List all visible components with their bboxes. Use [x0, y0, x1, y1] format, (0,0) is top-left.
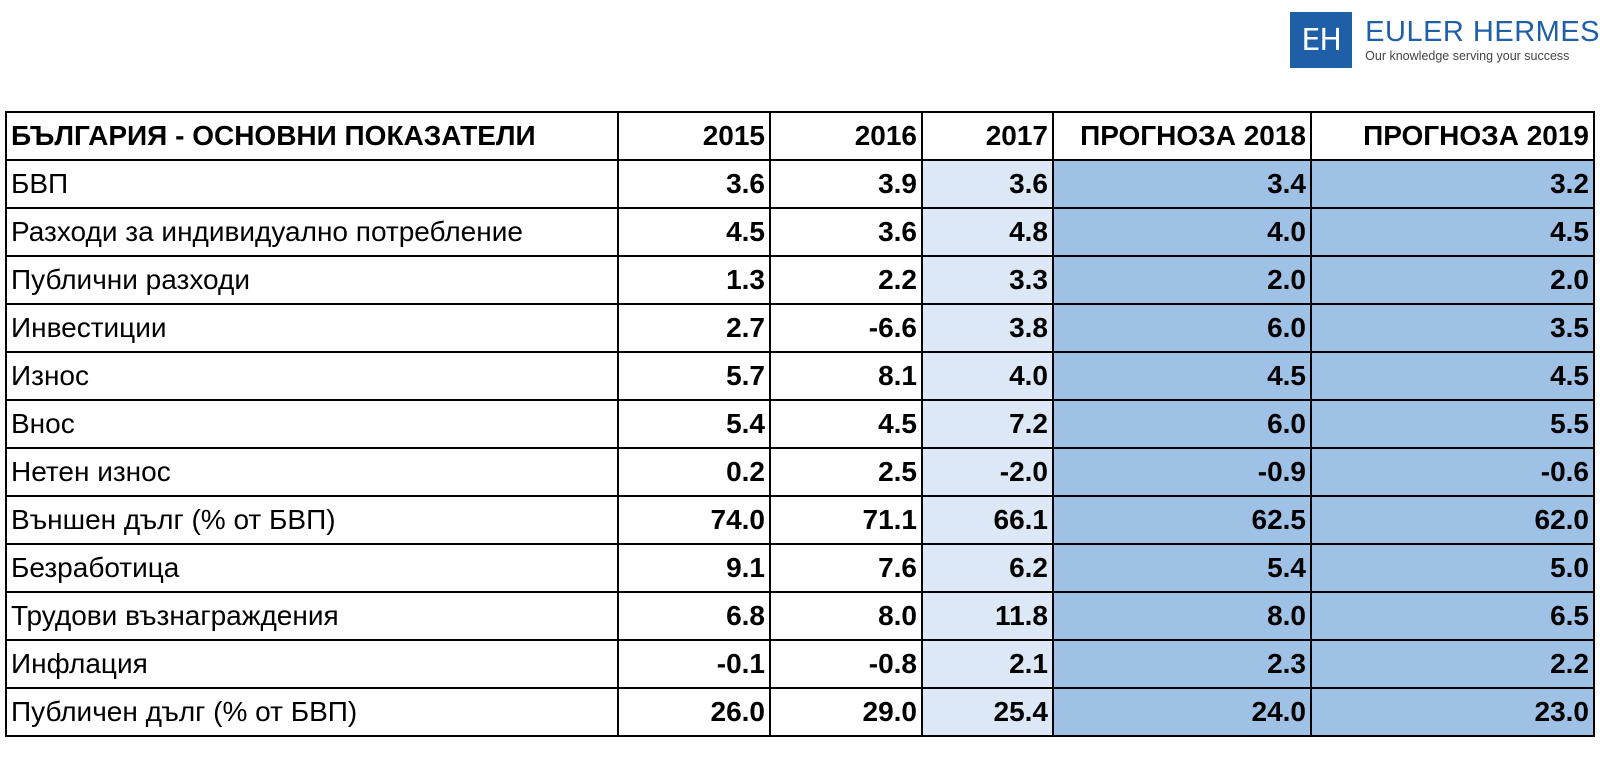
- table-row: Нетен износ 0.2 2.5 -2.0 -0.9 -0.6: [5, 447, 1595, 497]
- row-label: Разходи за индивидуално потребление: [5, 207, 619, 257]
- value-cell: 6.2: [921, 543, 1054, 593]
- row-label: Инфлация: [5, 639, 619, 689]
- value-cell: 6.0: [1052, 303, 1312, 353]
- value-cell: 3.4: [1052, 159, 1312, 209]
- value-cell: 62.0: [1310, 495, 1595, 545]
- value-cell: 8.0: [1052, 591, 1312, 641]
- value-cell: 4.8: [921, 207, 1054, 257]
- value-cell: 5.5: [1310, 399, 1595, 449]
- value-cell: 9.1: [617, 543, 771, 593]
- value-cell: 4.5: [1310, 351, 1595, 401]
- value-cell: 6.0: [1052, 399, 1312, 449]
- value-cell: 3.5: [1310, 303, 1595, 353]
- table-row: Внос 5.4 4.5 7.2 6.0 5.5: [5, 399, 1595, 449]
- value-cell: 2.2: [769, 255, 923, 305]
- column-header-forecast-2018: ПРОГНОЗА 2018: [1052, 111, 1312, 161]
- value-cell: 7.2: [921, 399, 1054, 449]
- value-cell: 0.2: [617, 447, 771, 497]
- value-cell: 4.5: [1052, 351, 1312, 401]
- row-label: Трудови възнаграждения: [5, 591, 619, 641]
- value-cell: -6.6: [769, 303, 923, 353]
- row-label: Внос: [5, 399, 619, 449]
- value-cell: -0.1: [617, 639, 771, 689]
- value-cell: 5.4: [617, 399, 771, 449]
- table-row: БВП 3.6 3.9 3.6 3.4 3.2: [5, 159, 1595, 209]
- value-cell: -0.8: [769, 639, 923, 689]
- row-label: Външен дълг (% от БВП): [5, 495, 619, 545]
- column-header-2016: 2016: [769, 111, 923, 161]
- table-row: Износ 5.7 8.1 4.0 4.5 4.5: [5, 351, 1595, 401]
- row-label: Безработица: [5, 543, 619, 593]
- table-row: Безработица 9.1 7.6 6.2 5.4 5.0: [5, 543, 1595, 593]
- value-cell: 25.4: [921, 687, 1054, 737]
- euler-hermes-logo: EH EULER HERMES Our knowledge serving yo…: [1290, 12, 1600, 68]
- value-cell: 3.2: [1310, 159, 1595, 209]
- value-cell: 26.0: [617, 687, 771, 737]
- value-cell: -2.0: [921, 447, 1054, 497]
- value-cell: 3.6: [769, 207, 923, 257]
- value-cell: 3.3: [921, 255, 1054, 305]
- value-cell: 5.7: [617, 351, 771, 401]
- value-cell: 5.0: [1310, 543, 1595, 593]
- value-cell: 3.6: [617, 159, 771, 209]
- value-cell: 2.2: [1310, 639, 1595, 689]
- value-cell: 4.5: [769, 399, 923, 449]
- table-body: БВП 3.6 3.9 3.6 3.4 3.2 Разходи за индивидуалн…: [5, 159, 1595, 737]
- column-header-2015: 2015: [617, 111, 771, 161]
- row-label: Нетен износ: [5, 447, 619, 497]
- value-cell: 2.1: [921, 639, 1054, 689]
- value-cell: 2.7: [617, 303, 771, 353]
- value-cell: -0.9: [1052, 447, 1312, 497]
- value-cell: 62.5: [1052, 495, 1312, 545]
- row-label: БВП: [5, 159, 619, 209]
- value-cell: 3.8: [921, 303, 1054, 353]
- table-header-row: БЪЛГАРИЯ - ОСНОВНИ ПОКАЗАТЕЛИ 2015 2016 …: [5, 111, 1595, 161]
- value-cell: 8.0: [769, 591, 923, 641]
- value-cell: 29.0: [769, 687, 923, 737]
- value-cell: 2.0: [1310, 255, 1595, 305]
- value-cell: 2.3: [1052, 639, 1312, 689]
- value-cell: 3.6: [921, 159, 1054, 209]
- value-cell: 6.8: [617, 591, 771, 641]
- value-cell: 4.5: [1310, 207, 1595, 257]
- column-header-forecast-2019: ПРОГНОЗА 2019: [1310, 111, 1595, 161]
- table-row: Публичен дълг (% от БВП) 26.0 29.0 25.4 24.0…: [5, 687, 1595, 737]
- value-cell: 8.1: [769, 351, 923, 401]
- table-title: БЪЛГАРИЯ - ОСНОВНИ ПОКАЗАТЕЛИ: [5, 111, 619, 161]
- value-cell: 4.0: [1052, 207, 1312, 257]
- value-cell: 6.5: [1310, 591, 1595, 641]
- value-cell: -0.6: [1310, 447, 1595, 497]
- table-row: Трудови възнаграждения 6.8 8.0 11.8 8.0 6.5: [5, 591, 1595, 641]
- table-row: Инфлация -0.1 -0.8 2.1 2.3 2.2: [5, 639, 1595, 689]
- value-cell: 5.4: [1052, 543, 1312, 593]
- value-cell: 74.0: [617, 495, 771, 545]
- value-cell: 2.5: [769, 447, 923, 497]
- table-row: Инвестиции 2.7 -6.6 3.8 6.0 3.5: [5, 303, 1595, 353]
- row-label: Износ: [5, 351, 619, 401]
- value-cell: 3.9: [769, 159, 923, 209]
- value-cell: 2.0: [1052, 255, 1312, 305]
- value-cell: 4.0: [921, 351, 1054, 401]
- value-cell: 23.0: [1310, 687, 1595, 737]
- logo-text: EULER HERMES Our knowledge serving your …: [1365, 16, 1600, 64]
- value-cell: 71.1: [769, 495, 923, 545]
- value-cell: 1.3: [617, 255, 771, 305]
- value-cell: 24.0: [1052, 687, 1312, 737]
- value-cell: 7.6: [769, 543, 923, 593]
- row-label: Инвестиции: [5, 303, 619, 353]
- column-header-2017: 2017: [921, 111, 1054, 161]
- logo-tagline: Our knowledge serving your success: [1365, 49, 1570, 63]
- table-row: Публични разходи 1.3 2.2 3.3 2.0 2.0: [5, 255, 1595, 305]
- value-cell: 66.1: [921, 495, 1054, 545]
- logo-name: EULER HERMES: [1365, 16, 1600, 48]
- value-cell: 4.5: [617, 207, 771, 257]
- eh-logo-mark-icon: EH: [1290, 12, 1353, 68]
- table-row: Външен дълг (% от БВП) 74.0 71.1 66.1 62.5 62…: [5, 495, 1595, 545]
- value-cell: 11.8: [921, 591, 1054, 641]
- indicators-table: БЪЛГАРИЯ - ОСНОВНИ ПОКАЗАТЕЛИ 2015 2016 …: [5, 111, 1595, 737]
- table-row: Разходи за индивидуално потребление 4.5 3.…: [5, 207, 1595, 257]
- row-label: Публичен дълг (% от БВП): [5, 687, 619, 737]
- row-label: Публични разходи: [5, 255, 619, 305]
